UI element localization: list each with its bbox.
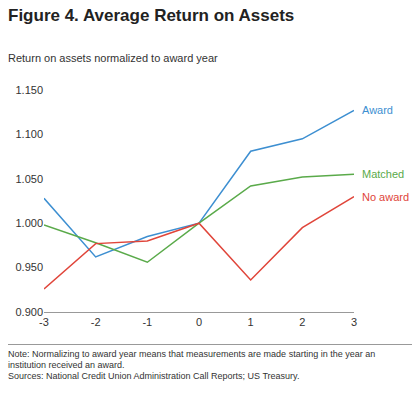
html-text:Figure 4. Average Return on As: Figure 4. Average Return on Assets	[8, 6, 295, 25]
svg-text:0.900: 0.900	[15, 306, 43, 318]
svg-text:1.100: 1.100	[15, 128, 43, 140]
svg-text:3: 3	[351, 316, 357, 328]
svg-text:No award: No award	[362, 191, 409, 203]
html-text:Return on assets normalized to: Return on assets normalized to award yea…	[8, 52, 218, 64]
svg-text:Matched: Matched	[362, 168, 404, 180]
svg-text:2: 2	[299, 316, 305, 328]
svg-text:0: 0	[196, 316, 202, 328]
svg-text:1.050: 1.050	[15, 173, 43, 185]
html-text:Sources: National Credit Union: Sources: National Credit Union Administr…	[8, 371, 300, 381]
svg-text:1.000: 1.000	[15, 217, 43, 229]
svg-text:Award: Award	[362, 104, 393, 116]
svg-text:1.150: 1.150	[15, 84, 43, 96]
svg-text:0.950: 0.950	[15, 261, 43, 273]
svg-text:-1: -1	[142, 316, 152, 328]
html-text:Note: Normalizing to award yea: Note: Normalizing to award year means th…	[8, 349, 376, 370]
svg-text:-3: -3	[39, 316, 49, 328]
svg-text:-2: -2	[91, 316, 101, 328]
svg-text:1: 1	[248, 316, 254, 328]
